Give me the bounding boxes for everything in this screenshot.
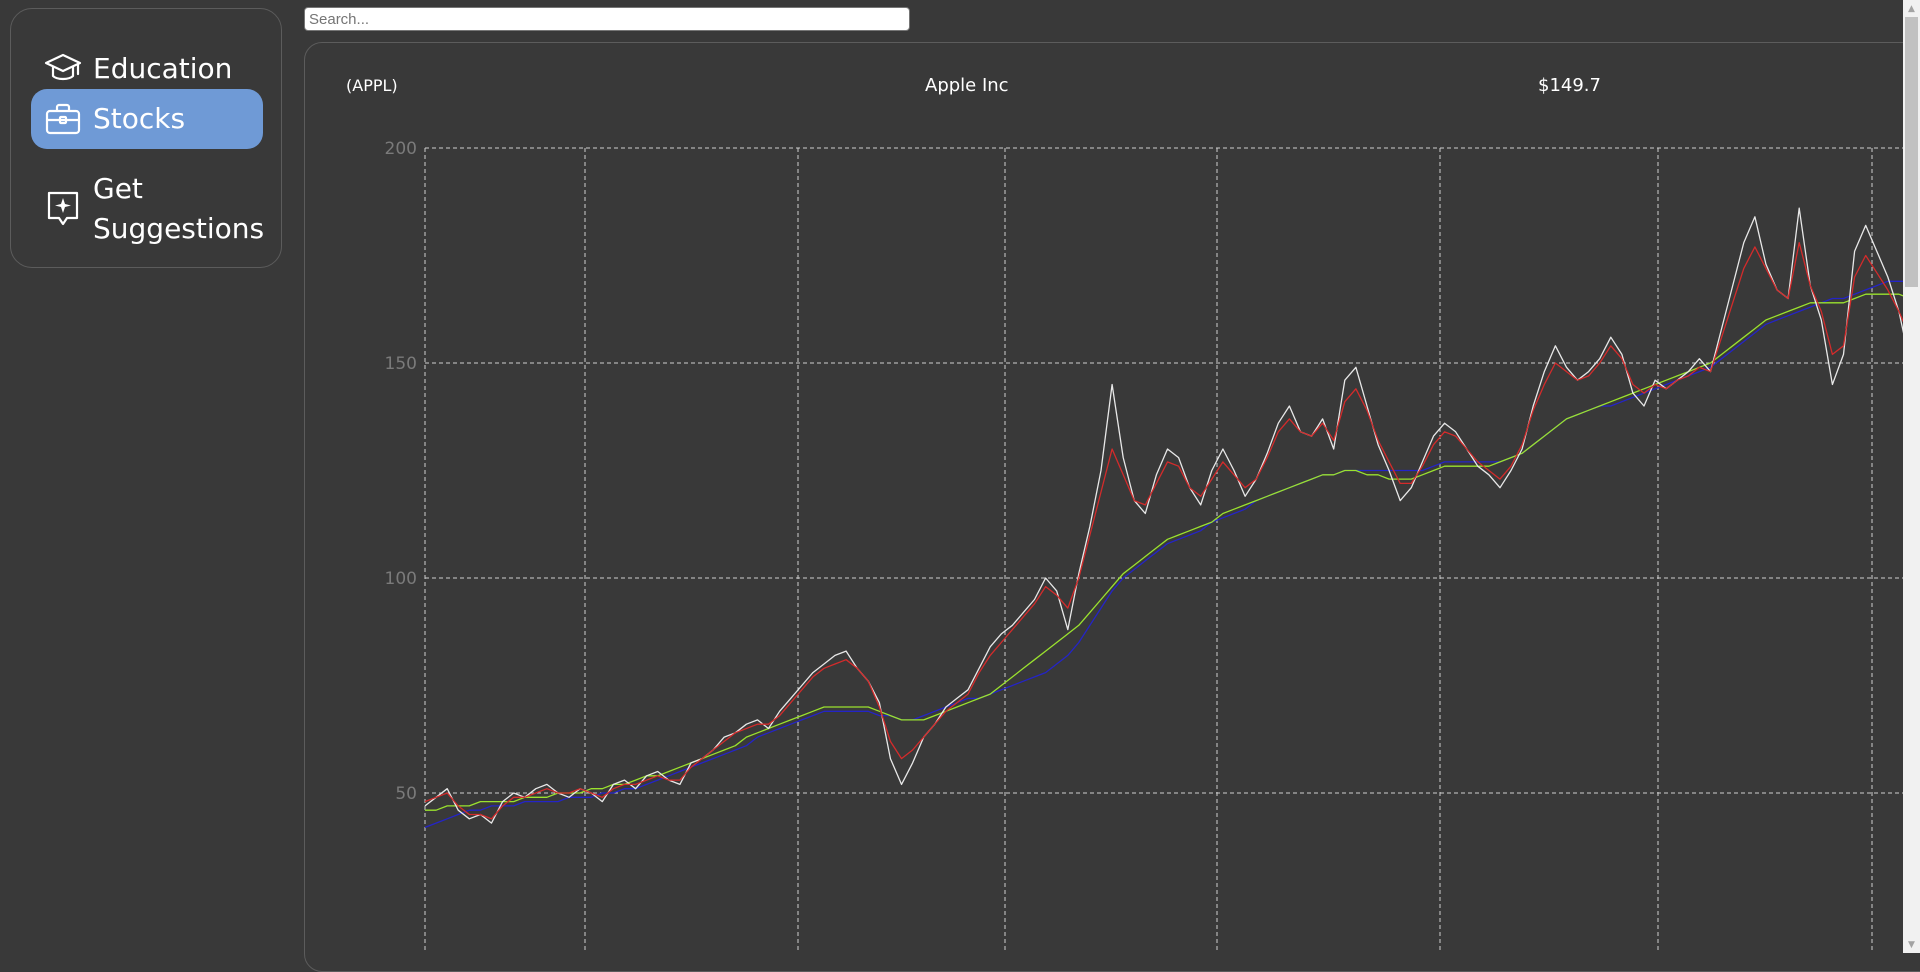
series-line-green (425, 293, 1910, 811)
series-line-red (424, 241, 1910, 820)
y-tick-label: 50 (395, 784, 417, 804)
graduation-cap-icon (43, 49, 83, 89)
briefcase-icon (43, 99, 83, 139)
sparkle-chat-icon (43, 189, 83, 229)
search-input[interactable] (304, 7, 910, 31)
stock-ticker: (APPL) (346, 76, 398, 95)
sidebar-item-label: Stocks (93, 102, 186, 135)
sidebar-item-education[interactable]: Education (31, 39, 263, 99)
scroll-up-arrow-icon[interactable]: ▲ (1908, 3, 1915, 14)
sidebar-item-label: Education (93, 52, 233, 85)
scrollbar[interactable]: ▲ ▼ (1903, 0, 1920, 953)
sidebar-item-label: Get Suggestions (93, 172, 265, 245)
y-tick-label: 100 (385, 569, 417, 589)
sidebar: Education Stocks Get Suggestions (10, 8, 282, 268)
scroll-down-arrow-icon[interactable]: ▼ (1908, 939, 1915, 950)
stock-price: $149.7 (1538, 75, 1601, 96)
y-tick-label: 200 (385, 139, 417, 159)
sidebar-item-get-suggestions[interactable]: Get Suggestions (31, 159, 265, 259)
scroll-thumb[interactable] (1905, 17, 1918, 287)
sidebar-item-stocks[interactable]: Stocks (31, 89, 263, 149)
company-name: Apple Inc (925, 75, 1009, 96)
series-line-price (424, 207, 1910, 824)
price-chart: 50 100 150 200 (385, 139, 1910, 953)
y-tick-label: 150 (385, 354, 417, 374)
